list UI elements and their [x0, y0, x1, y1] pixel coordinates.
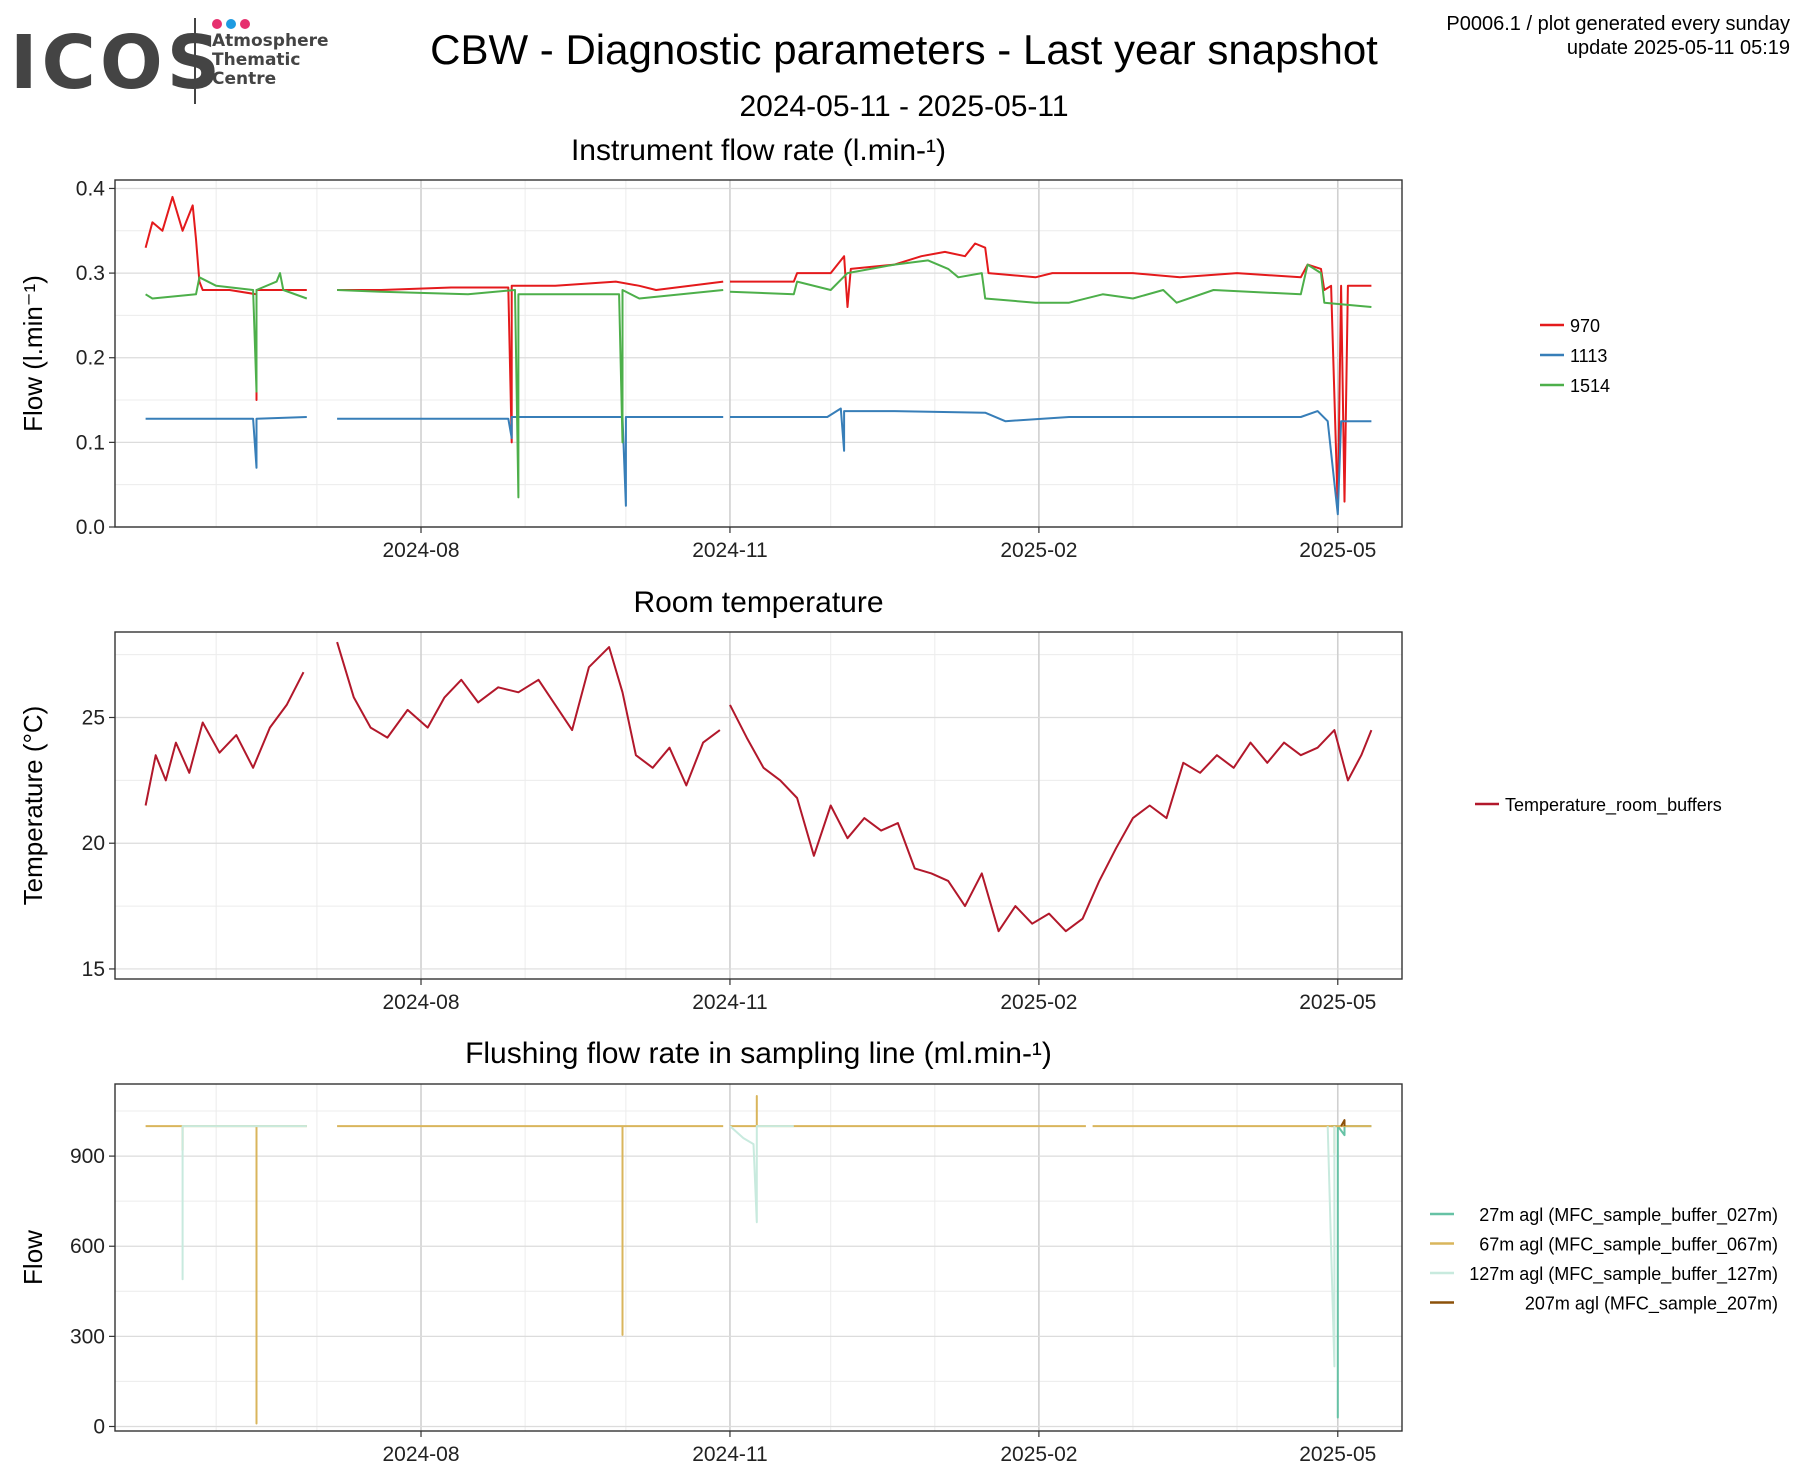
series-line-1 — [144, 641, 1373, 933]
logo-subtitle: Atmosphere Thematic Centre — [212, 32, 329, 89]
y-axis-label: Flow (l.min⁻¹) — [18, 275, 48, 432]
legend-label: 970 — [1570, 316, 1600, 336]
x-tick-label: 2024-08 — [382, 991, 459, 1014]
x-tick-label: 2024-11 — [692, 991, 768, 1014]
logo-dot — [212, 19, 222, 29]
y-tick-label: 0 — [93, 1415, 105, 1438]
icos-logo: ICOS Atmosphere Thematic Centre — [10, 14, 330, 106]
legend-label: 1113 — [1570, 346, 1607, 366]
y-tick-label: 0.4 — [76, 177, 106, 200]
plot-info: P0006.1 / plot generated every sunday up… — [1446, 12, 1790, 60]
date-range-text: 2024-05-11 - 2025-05-11 — [739, 90, 1069, 123]
x-tick-label: 2025-05 — [1299, 1443, 1376, 1466]
legend-label: 67m agl (MFC_sample_buffer_067m) — [1479, 1235, 1778, 1256]
logo-dots — [212, 16, 254, 34]
chart-title: Instrument flow rate (l.min-¹) — [571, 134, 946, 167]
x-tick-label: 2025-02 — [1000, 991, 1077, 1014]
logo-line: Thematic — [212, 50, 301, 70]
page-title: CBW - Diagnostic parameters - Last year … — [0, 26, 1800, 74]
y-tick-label: 20 — [82, 832, 105, 855]
series-line-3 — [181, 1125, 1336, 1368]
page-title-text: CBW - Diagnostic parameters - Last year … — [430, 26, 1378, 73]
logo-line: Atmosphere — [212, 31, 329, 51]
legend-label: 27m agl (MFC_sample_buffer_027m) — [1479, 1205, 1778, 1226]
legend-label: 1514 — [1570, 376, 1610, 396]
y-tick-label: 25 — [82, 706, 105, 729]
series-line-2 — [145, 1095, 1372, 1425]
series-line-2 — [145, 407, 1372, 516]
chart-panel-1: Instrument flow rate (l.min-¹) 0.0 0.1 0.2 0… — [18, 134, 1610, 562]
chart-panel-3: Flushing flow rate in sampling line (ml.… — [18, 1037, 1778, 1466]
series-line-3 — [145, 259, 1372, 499]
legend-label: 207m agl (MFC_sample_207m) — [1525, 1294, 1778, 1315]
y-tick-label: 600 — [70, 1235, 105, 1258]
logo-divider — [194, 18, 196, 104]
y-tick-label: 0.2 — [76, 347, 105, 370]
logo-line: Centre — [212, 69, 277, 89]
legend-label: Temperature_room_buffers — [1505, 795, 1722, 816]
y-axis-label: Flow — [18, 1230, 48, 1285]
y-tick-label: 0.1 — [76, 431, 105, 454]
x-tick-label: 2025-02 — [1000, 539, 1077, 562]
x-tick-label: 2024-11 — [692, 539, 768, 562]
y-tick-label: 15 — [82, 958, 105, 981]
x-tick-label: 2025-02 — [1000, 1443, 1077, 1466]
plot-border — [114, 179, 1403, 528]
logo-dot — [240, 19, 250, 29]
x-tick-label: 2024-08 — [382, 1443, 459, 1466]
x-tick-label: 2025-05 — [1299, 991, 1376, 1014]
y-tick-label: 900 — [70, 1145, 105, 1168]
chart-title: Room temperature — [633, 586, 883, 619]
y-tick-label: 0.3 — [76, 262, 105, 285]
plot-border — [114, 1083, 1403, 1432]
y-tick-label: 300 — [70, 1325, 105, 1348]
y-axis-label: Temperature (°C) — [18, 706, 48, 906]
chart-title: Flushing flow rate in sampling line (ml.… — [465, 1037, 1052, 1070]
chart-panel-2: Room temperature 15 20 25 2024-08 2024-11 2025… — [18, 586, 1722, 1014]
x-tick-label: 2025-05 — [1299, 539, 1376, 562]
date-range-subtitle: 2024-05-11 - 2025-05-11 — [0, 90, 1800, 124]
y-tick-label: 0.0 — [76, 516, 105, 539]
logo-dot — [226, 19, 236, 29]
plot-border — [114, 631, 1403, 980]
x-tick-label: 2024-11 — [692, 1443, 768, 1466]
update-time-line: update 2025-05-11 05:19 — [1566, 37, 1790, 59]
plot-id-line: P0006.1 / plot generated every sunday — [1446, 13, 1790, 35]
x-tick-label: 2024-08 — [382, 539, 459, 562]
legend-label: 127m agl (MFC_sample_buffer_127m) — [1469, 1264, 1778, 1285]
logo-wordmark: ICOS — [10, 20, 225, 106]
series-line-1 — [144, 195, 1372, 512]
series-line-4 — [1340, 1119, 1346, 1127]
series-line-1 — [1331, 1125, 1372, 1419]
